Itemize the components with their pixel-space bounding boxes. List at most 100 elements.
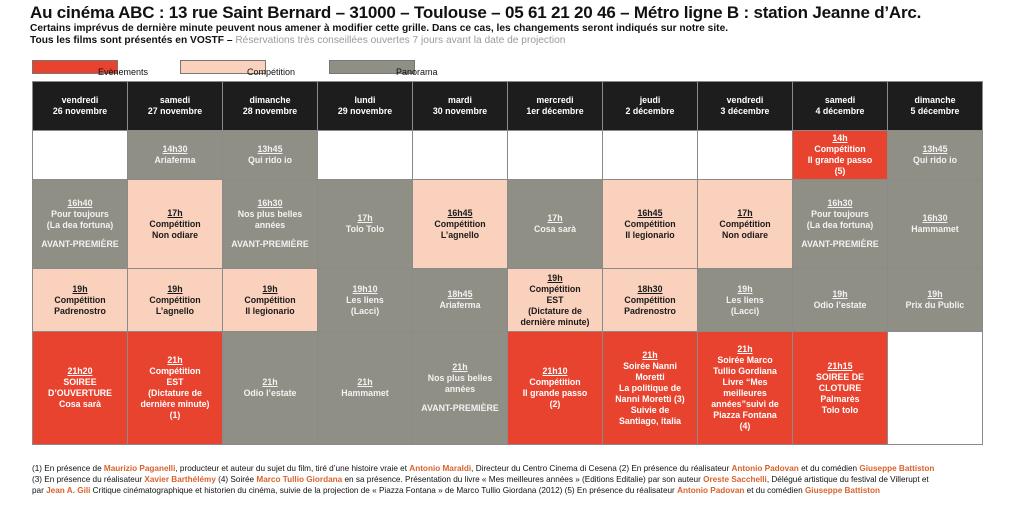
footnote-text: , producteur et auteur du sujet du film,… — [175, 464, 410, 473]
screening-time: 18h30 — [637, 283, 663, 294]
screening-cell: 16h30 Nos plus belles années AVANT-PREMIÈRE — [222, 179, 318, 269]
screening-time: 17h — [357, 213, 373, 223]
screening-cell: 18h45 Ariaferma — [412, 268, 508, 332]
schedule-row: 14h30 Ariaferma 13h45 Qui rido io 14h Compéti… — [32, 130, 983, 180]
screening-text: L’agnello — [440, 229, 480, 240]
screening-time: 19h10 — [352, 283, 378, 294]
screening-text: Compétition — [529, 283, 581, 294]
screening-time: 21h10 — [542, 366, 568, 376]
schedule-grid: vendredi 26 novembre samedi 27 novembre dima… — [32, 81, 983, 445]
screening-text: Palmarès — [820, 393, 860, 404]
legend-competition-swatch — [180, 60, 266, 74]
person-name: Oreste Sacchelli — [703, 475, 767, 484]
screening-text: Tolo Tolo — [345, 224, 385, 234]
screening-text: Nos plus belles — [237, 209, 303, 219]
footnote-text: , Délégué artistique du festival de Vill… — [766, 475, 929, 484]
empty-slot — [507, 130, 603, 180]
screening-text: Compétition — [624, 218, 676, 229]
screening-time: 17h — [167, 207, 183, 218]
person-name: Antonio Padovan — [677, 486, 745, 495]
screening-text: (Dictature de — [528, 305, 582, 316]
day-name: jeudi — [639, 95, 661, 105]
schedule-row: 21h20 SOIREE D’OUVERTURE Cosa sarà 21h Compét… — [32, 331, 983, 445]
screening-cell: 16h30 Hammamet — [887, 179, 983, 269]
screening-cell: 13h45 Qui rido io — [222, 130, 318, 180]
footnote-text: et du comédien — [798, 464, 860, 473]
day-name: mardi — [448, 95, 472, 105]
screening-cell: 19h Compétition L’agnello — [127, 268, 223, 332]
screening-text: Tolo tolo — [821, 404, 859, 415]
schedule-row: 19h Compétition Padrenostro 19h Compétition L… — [32, 268, 983, 332]
screening-time: 13h45 — [922, 144, 948, 154]
screening-text: dernière minute) — [520, 316, 590, 327]
screening-cell: 16h30 Pour toujours (La dea fortuna) AVANT-… — [792, 179, 888, 269]
screening-text: Nanni Moretti (3) — [615, 393, 685, 404]
screening-text: Compétition — [529, 377, 581, 387]
screening-time: 19h — [72, 283, 88, 294]
screening-text: Hammamet — [911, 224, 959, 234]
screening-cell: 19h Odio l’estate — [792, 268, 888, 332]
empty-slot — [317, 130, 413, 180]
screening-cell: 19h Les liens (Lacci) — [697, 268, 793, 332]
day-header-0: vendredi 26 novembre — [32, 81, 128, 131]
screening-time: 16h45 — [447, 207, 473, 218]
person-name: Xavier Barthélémy — [144, 475, 216, 484]
screening-text: années”suivi de — [711, 399, 779, 409]
reservation-text: Réservations très conseillées ouvertes 7… — [235, 35, 566, 46]
screening-time: 21h — [452, 362, 468, 372]
screening-cell: 16h40 Pour toujours (La dea fortuna) AVANT-… — [32, 179, 128, 269]
screening-cell: 19h Compétition EST (Dictature de dernière m… — [507, 268, 603, 332]
screening-time: 18h45 — [447, 289, 473, 299]
day-header-8: samedi 4 décembre — [792, 81, 888, 131]
day-header-9: dimanche 5 décembre — [887, 81, 983, 131]
screening-text: Compétition — [814, 144, 866, 154]
screening-text: Compétition — [149, 218, 201, 229]
screening-time: 16h45 — [637, 207, 663, 218]
legend-panorama-swatch — [329, 60, 415, 74]
screening-time: 16h30 — [257, 198, 283, 208]
screening-text: D’OUVERTURE — [47, 388, 113, 398]
day-header-row: vendredi 26 novembre samedi 27 novembre dima… — [32, 81, 983, 131]
person-name: Marco Tullio Giordana — [256, 475, 343, 484]
footnote-text: (4) Soirée — [215, 475, 257, 484]
screening-cell: 21h Hammamet — [317, 331, 413, 445]
screening-cell: 17h Compétition Non odiare — [127, 179, 223, 269]
screening-text: Compétition — [244, 294, 296, 305]
screening-text: Odio l’estate — [243, 388, 297, 398]
screening-cell: 14h30 Ariaferma — [127, 130, 223, 180]
avant-premiere-tag: AVANT-PREMIÈRE — [421, 403, 499, 413]
screening-text: Il legionario — [245, 305, 295, 316]
screening-time: 21h — [737, 344, 753, 354]
day-date: 26 novembre — [52, 106, 108, 116]
day-name: dimanche — [914, 95, 956, 105]
screening-time: 21h — [357, 377, 373, 387]
person-name: Antonio Padovan — [731, 464, 799, 473]
footnote-text: en sa présence. Présentation du livre « … — [342, 475, 704, 484]
screening-text: Compétition — [149, 294, 201, 305]
legend-competition-label: Compétition — [247, 67, 296, 77]
screening-text: Il grande passo — [522, 388, 588, 398]
person-name: Jean A. Gili — [46, 486, 91, 495]
person-name: Maurizio Paganelli — [103, 464, 176, 473]
screening-text: (Lacci) — [730, 305, 760, 316]
screening-time: 17h — [547, 213, 563, 223]
screening-text: Livre “Mes — [722, 377, 768, 387]
screening-cell: 13h45 Qui rido io — [887, 130, 983, 180]
day-date: 29 novembre — [337, 106, 393, 116]
screening-text: Cosa sarà — [58, 399, 102, 409]
screening-time: 21h15 — [827, 360, 853, 371]
day-name: samedi — [824, 95, 856, 105]
screening-text: Santiago, italia — [618, 415, 682, 426]
screening-cell: 21h15 SOIREE DE CLOTURE Palmarès Tolo tolo — [792, 331, 888, 445]
screening-time: 19h — [832, 289, 848, 299]
empty-slot — [697, 130, 793, 180]
screening-time: 16h30 — [827, 198, 853, 208]
day-date: 1er décembre — [526, 106, 584, 116]
screening-text: Tullio Gordiana — [713, 366, 777, 376]
screening-text: La politique de — [618, 382, 682, 393]
legend: Evènements Compétition Panorama — [32, 60, 452, 77]
screening-text: Compétition — [434, 218, 486, 229]
screening-text: Il grande passo — [807, 155, 873, 165]
footnote-line-1: (1) En présence de Maurizio Paganelli, p… — [32, 463, 1022, 474]
screening-text: Qui rido io — [248, 155, 292, 165]
